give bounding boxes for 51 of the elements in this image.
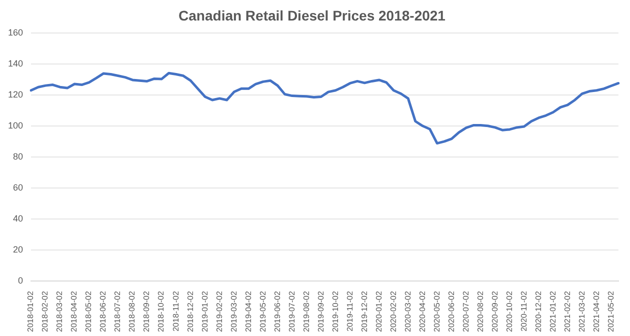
x-tick-label: 2020-01-02 [374, 290, 384, 332]
x-tick-label: 2019-06-02 [272, 290, 282, 332]
x-tick-label: 2019-10-02 [330, 290, 340, 332]
x-tick-label: 2018-07-02 [113, 290, 122, 332]
x-tick-label: 2019-03-02 [229, 290, 238, 332]
x-tick-label: 2018-06-02 [98, 290, 108, 332]
y-tick-label: 40 [13, 213, 24, 224]
x-tick-label: 2020-06-02 [446, 290, 456, 332]
x-tick-label: 2019-09-02 [316, 290, 326, 332]
x-tick-label: 2020-02-02 [388, 290, 398, 332]
x-tick-label: 2020-12-02 [534, 290, 543, 332]
x-tick-label: 2018-12-02 [186, 290, 195, 332]
x-tick-label: 2020-04-02 [418, 290, 427, 332]
x-tick-label: 2021-03-02 [577, 290, 586, 332]
x-tick-label: 2020-10-02 [504, 290, 514, 332]
y-tick-label: 80 [13, 151, 24, 162]
x-tick-label: 2018-09-02 [142, 290, 152, 332]
chart-title: Canadian Retail Diesel Prices 2018-2021 [178, 7, 446, 24]
y-tick-label: 140 [8, 58, 24, 68]
x-tick-label: 2019-08-02 [302, 290, 311, 332]
y-tick-label: 120 [8, 89, 24, 100]
x-tick-label: 2019-02-02 [214, 290, 224, 332]
x-tick-label: 2020-11-02 [519, 290, 528, 332]
x-tick-label: 2018-02-02 [40, 290, 50, 332]
y-tick-label: 160 [8, 27, 24, 38]
x-tick-label: 2021-02-02 [562, 290, 572, 332]
x-tick-label: 2018-04-02 [70, 290, 79, 332]
x-tick-label: 2020-09-02 [490, 290, 500, 332]
x-tick-label: 2021-04-02 [592, 290, 601, 332]
x-tick-label: 2018-03-02 [55, 290, 64, 332]
y-tick-label: 0 [18, 276, 24, 286]
y-tick-label: 60 [13, 182, 24, 192]
x-tick-label: 2019-05-02 [258, 290, 268, 332]
x-tick-label: 2018-05-02 [84, 290, 94, 332]
x-tick-label: 2020-05-02 [432, 290, 442, 332]
y-tick-label: 100 [8, 120, 24, 130]
y-tick-label: 20 [13, 244, 24, 255]
x-tick-label: 2020-03-02 [403, 290, 412, 332]
x-tick-label: 2019-01-02 [200, 290, 210, 332]
x-tick-label: 2019-11-02 [345, 290, 354, 332]
x-tick-label: 2018-01-02 [26, 290, 36, 332]
x-tick-label: 2018-10-02 [156, 290, 166, 332]
x-tick-label: 2021-01-02 [548, 290, 558, 332]
x-tick-label: 2018-11-02 [171, 290, 180, 332]
x-tick-label: 2020-08-02 [476, 290, 485, 332]
x-tick-label: 2019-12-02 [360, 290, 369, 332]
x-tick-label: 2020-07-02 [461, 290, 470, 332]
x-tick-label: 2019-07-02 [287, 290, 296, 332]
x-tick-label: 2019-04-02 [244, 290, 253, 332]
x-tick-label: 2018-08-02 [128, 290, 137, 332]
x-tick-label: 2021-05-02 [606, 290, 616, 332]
